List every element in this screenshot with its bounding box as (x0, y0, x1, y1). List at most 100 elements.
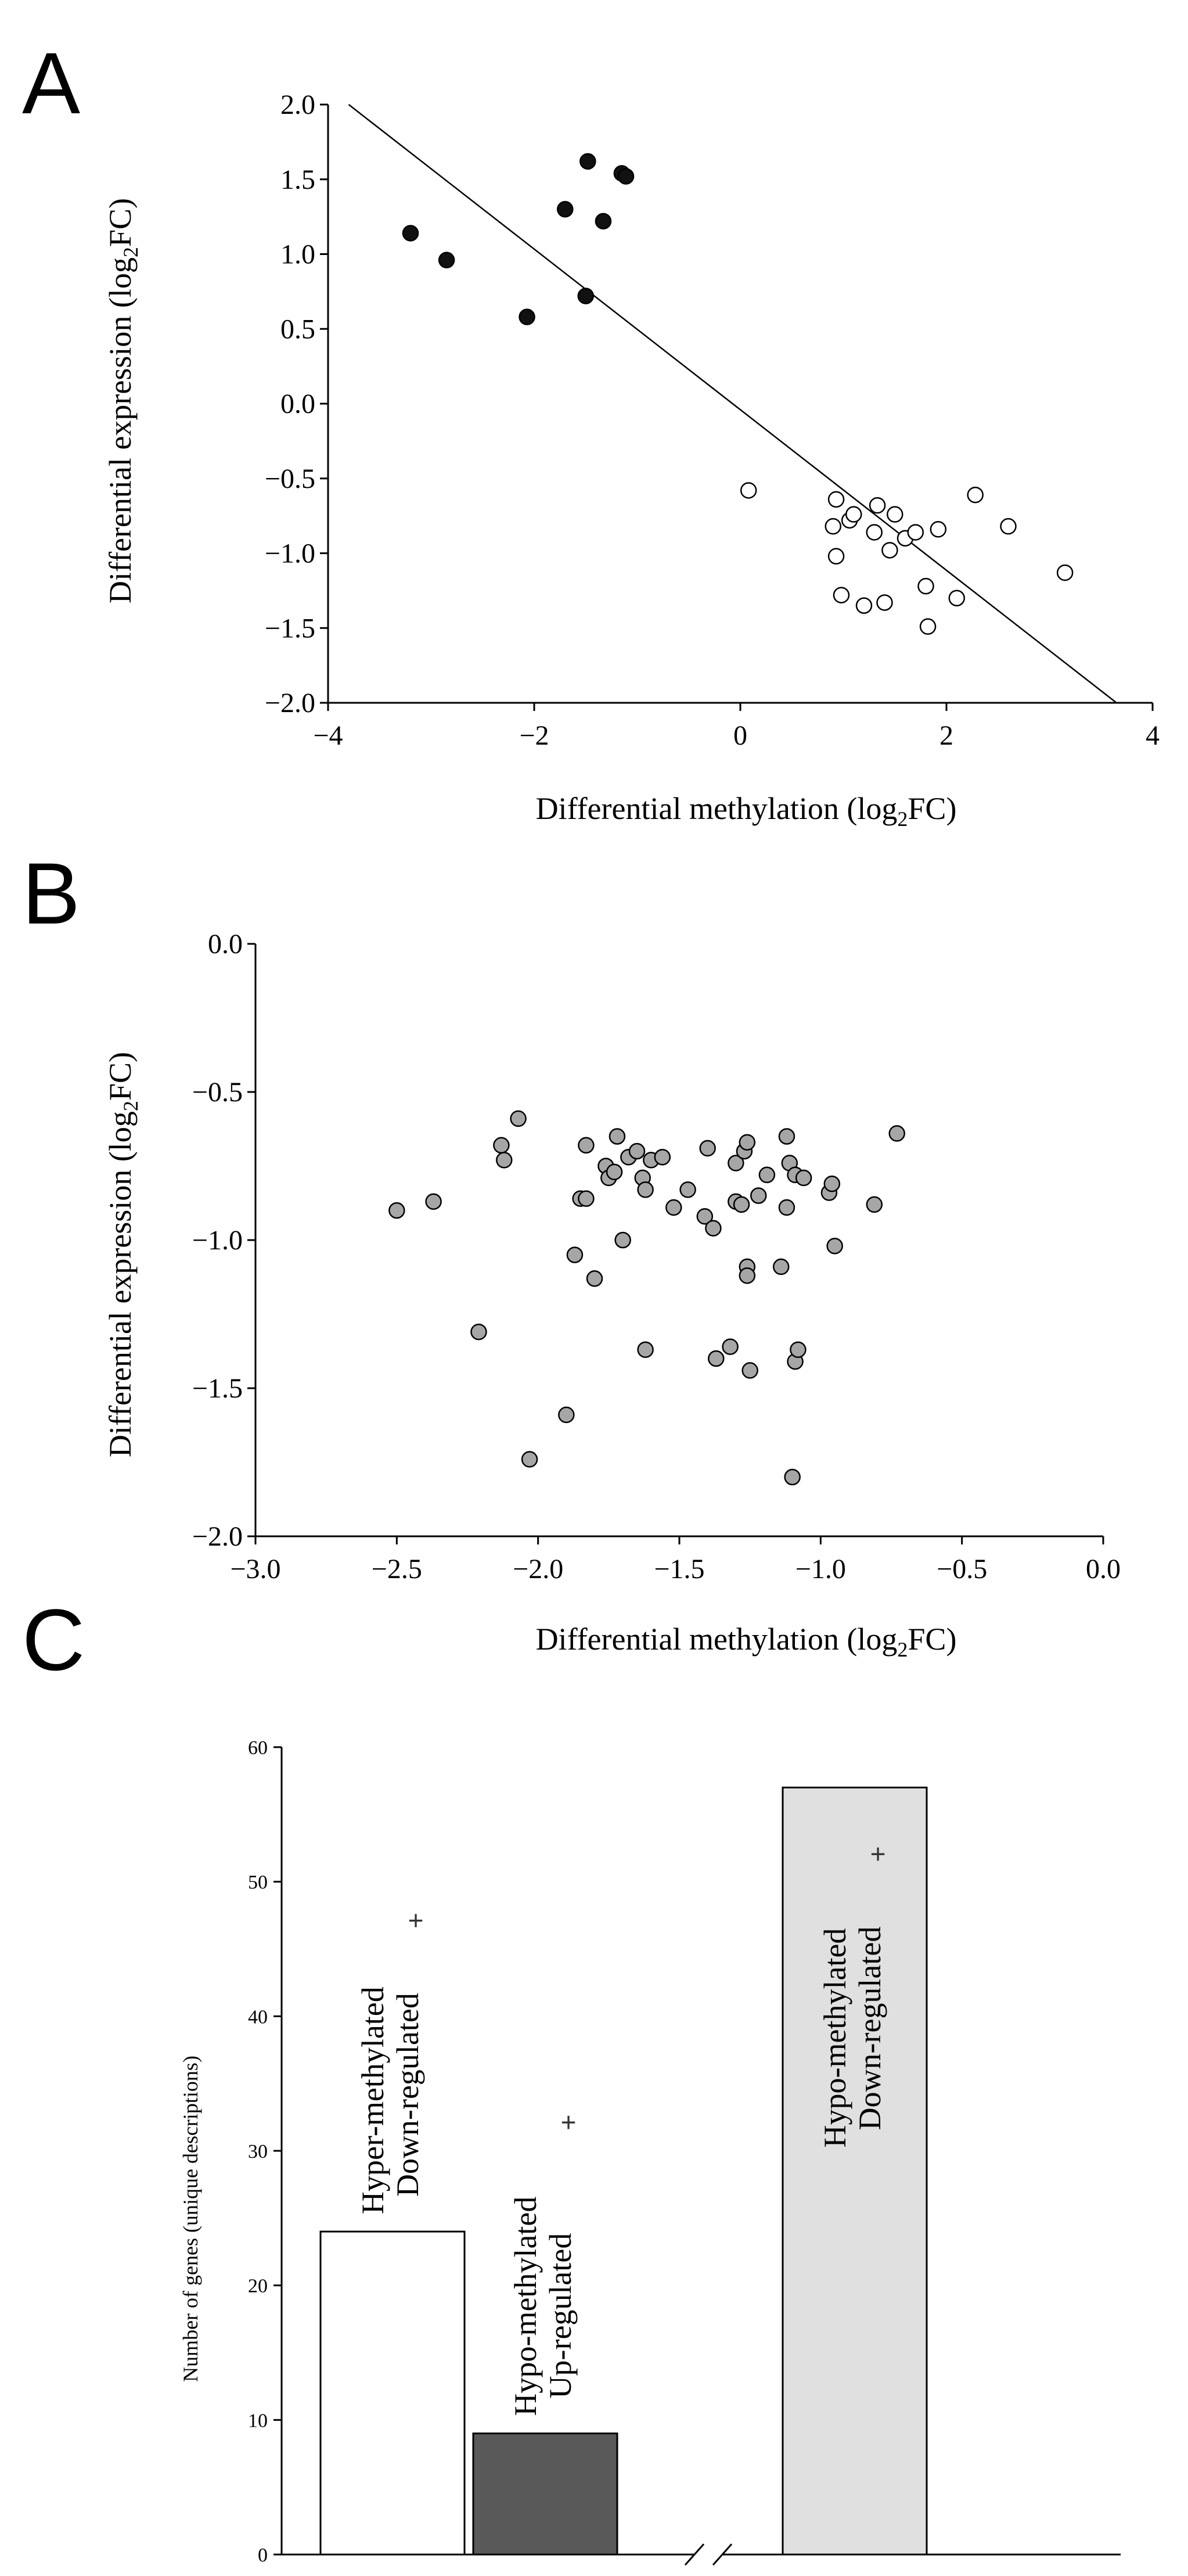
chart-b-points (388, 1110, 905, 1486)
x-tick-label: −0.5 (937, 1554, 987, 1585)
data-point-series-1 (425, 1193, 442, 1210)
data-point-series-1 (496, 1152, 513, 1169)
data-point-series-1 (696, 1208, 714, 1225)
data-point-series-1 (558, 1406, 575, 1424)
data-point-series-1 (722, 1338, 739, 1355)
y-tick-label: −1.5 (192, 1373, 243, 1404)
data-point-series-1 (577, 288, 594, 304)
bar-label-line1: Hypo-methylated (508, 2197, 543, 2416)
data-point-series-1 (733, 1196, 750, 1213)
data-point-series-1 (438, 252, 455, 269)
data-point-series-1 (772, 1258, 790, 1276)
chart-b-axes (254, 944, 1103, 1537)
chart-a-points (402, 153, 1074, 635)
panel-label-b: B (22, 845, 80, 942)
data-point-series-1 (665, 1199, 682, 1216)
chart-a-x-ticks: −4 −2 0 2 4 (313, 703, 1160, 751)
y-tick-label: 0 (258, 2545, 268, 2566)
data-point-series-2 (919, 618, 937, 635)
bar-3 (782, 1787, 928, 2556)
data-point-series-2 (907, 524, 924, 541)
data-point-series-1 (388, 1202, 405, 1219)
data-point-series-1 (637, 1341, 654, 1358)
data-point-series-1 (595, 213, 612, 230)
y-tick-label: 0.0 (208, 929, 243, 960)
y-tick-label: −1.0 (192, 1225, 243, 1256)
data-point-series-1 (795, 1169, 812, 1187)
y-tick-label: 0.0 (280, 389, 315, 419)
panel-label-a: A (22, 34, 80, 132)
y-tick-label: −1.0 (265, 538, 315, 569)
bar-label-plus: + (408, 1905, 424, 1935)
data-point-series-1 (826, 1237, 843, 1255)
data-point-series-1 (493, 1137, 510, 1154)
data-point-series-2 (967, 486, 984, 504)
data-point-series-2 (1000, 518, 1017, 535)
data-point-series-1 (741, 1362, 758, 1379)
y-tick-label: 1.5 (280, 164, 315, 195)
y-tick-label: 1.0 (280, 239, 315, 270)
data-point-series-2 (1056, 564, 1074, 581)
panel-label-c: C (22, 1591, 85, 1688)
chart-a-y-ticks: −2.0 −1.5 −1.0 −0.5 0.0 0.5 1.0 1.5 2.0 (265, 89, 328, 718)
data-point-series-1 (510, 1110, 527, 1127)
data-point-series-2 (887, 506, 903, 523)
y-tick-label: −2.0 (265, 688, 315, 718)
x-tick-label: −1.5 (654, 1554, 704, 1585)
x-tick-label: −2 (519, 720, 549, 751)
data-point-series-1 (557, 201, 574, 218)
data-point-series-1 (609, 1128, 626, 1145)
x-tick-label: −2.0 (513, 1554, 563, 1585)
data-point-series-2 (866, 524, 883, 541)
data-point-series-2 (825, 518, 841, 535)
x-tick-label: 0 (733, 720, 747, 751)
chart-b-y-title: Differential expression (log2FC) (103, 1052, 142, 1457)
data-point-series-1 (888, 1125, 905, 1142)
chart-a: −2.0−1.5−1.0−0.50.00.51.01.52.0 −4 −2 0 2 4 … (103, 89, 1160, 831)
y-tick-label: −0.5 (265, 464, 315, 494)
data-point-series-1 (566, 1246, 584, 1263)
data-point-series-1 (617, 168, 635, 185)
chart-a-axes (327, 105, 1153, 704)
data-point-series-2 (948, 590, 965, 606)
data-point-series-1 (628, 1143, 646, 1160)
data-point-series-1 (866, 1196, 883, 1213)
x-tick-label: 0.0 (1086, 1554, 1121, 1585)
y-tick-label: 20 (248, 2276, 268, 2297)
axis-break-mark (684, 2543, 705, 2566)
data-point-series-1 (705, 1220, 722, 1237)
data-point-series-1 (578, 1190, 595, 1207)
chart-a-x-title: Differential methylation (log2FC) (536, 791, 957, 831)
bar-label-plus: + (561, 2107, 577, 2137)
data-point-series-1 (579, 153, 596, 170)
data-point-series-1 (586, 1270, 603, 1287)
chart-a-trendline (348, 104, 1117, 703)
chart-b-x-ticks: −3.0 −2.5 −2.0 −1.5 −1.0 −0.5 0.0 (230, 1536, 1121, 1585)
bar-label-line2: Up-regulated (543, 2233, 578, 2399)
data-point-series-2 (881, 542, 898, 559)
chart-a-y-title: Differential expression (log2FC) (103, 198, 142, 603)
y-tick-label: −2.0 (192, 1521, 243, 1552)
chart-c: Hyper-methylated Down-regulated+Hypo-meth… (179, 1737, 1121, 2566)
data-point-series-1 (521, 1451, 538, 1468)
data-point-series-1 (578, 1137, 595, 1154)
chart-c-y-title: Number of genes (unique descriptions) (179, 2056, 202, 2382)
data-point-series-2 (876, 594, 893, 611)
axis-break-mark (712, 2543, 733, 2566)
data-point-series-1 (699, 1140, 716, 1157)
data-point-series-2 (930, 521, 947, 538)
x-tick-label: −3.0 (230, 1554, 280, 1585)
data-point-series-1 (739, 1267, 756, 1284)
data-point-series-1 (739, 1134, 756, 1151)
data-point-series-2 (845, 506, 862, 523)
y-tick-label: 2.0 (280, 89, 315, 120)
bar-label-line2: Down-regulated (390, 1993, 425, 2197)
data-point-series-1 (708, 1350, 725, 1367)
data-point-series-1 (784, 1468, 801, 1486)
bar-label-line1: Hypo-methylated (818, 1928, 852, 2148)
data-point-series-2 (869, 497, 886, 514)
data-point-series-1 (790, 1341, 807, 1358)
data-point-series-2 (740, 482, 757, 499)
data-point-series-1 (402, 225, 419, 242)
